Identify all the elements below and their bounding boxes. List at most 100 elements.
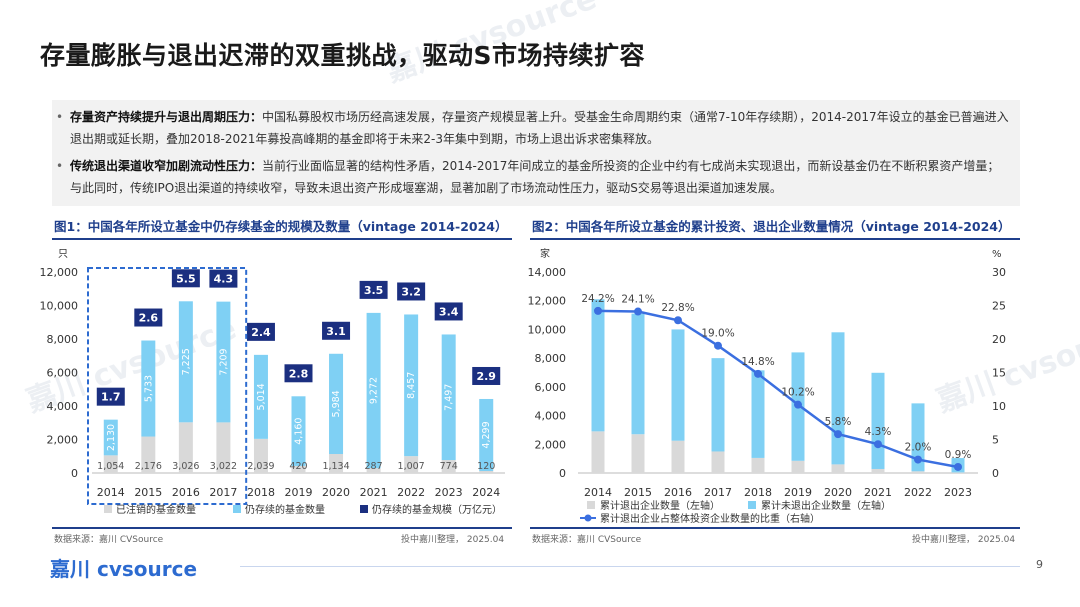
scale-badge xyxy=(322,321,351,340)
exit-ratio-label: 24.2% xyxy=(581,293,614,305)
scale-badge xyxy=(96,387,125,406)
y-axis-label: 家 xyxy=(540,247,550,260)
exit-ratio-label: 22.8% xyxy=(661,302,694,314)
bullet-body: 中国私募股权市场历经高速发展，存量资产规模显著上升。受基金生命周期约束（通常7-… xyxy=(70,110,1009,146)
legend-label: 累计退出企业数量（左轴） xyxy=(600,499,720,512)
bar-surviving-label: 8,457 xyxy=(406,372,417,399)
bar-cancelled-label: 1,007 xyxy=(398,461,425,472)
exit-ratio-label: 24.1% xyxy=(621,294,654,306)
legend-swatch xyxy=(360,505,368,513)
bar-cancelled-label: 120 xyxy=(477,461,495,472)
bar-surviving xyxy=(441,334,456,461)
legend-label: 累计未退出企业数量（左轴） xyxy=(761,499,891,512)
bar-exited xyxy=(751,457,765,473)
exit-ratio-point xyxy=(674,316,682,325)
page-title: 存量膨胀与退出迟滞的双重挑战，驱动S市场持续扩容 xyxy=(40,41,646,70)
figure1-title: 图1：中国各年所设立基金中仍存续基金的规模及数量（vintage 2014-20… xyxy=(54,219,508,234)
figure2-note: 投中嘉川整理， 2025.04 xyxy=(912,535,1016,545)
bar-surviving-label: 5,984 xyxy=(331,390,342,417)
x-tick-label: 2015 xyxy=(134,486,162,499)
bar-surviving-label: 9,272 xyxy=(369,377,380,404)
scale-badge-label: 2.9 xyxy=(476,370,496,383)
figure2-rule xyxy=(530,238,1020,240)
x-tick-label: 2016 xyxy=(172,486,200,499)
bar-cancelled xyxy=(178,422,193,473)
bar-surviving-label: 4,299 xyxy=(481,421,492,448)
scale-badge xyxy=(209,269,238,288)
bar-cancelled xyxy=(366,468,381,473)
bullet-heading: 传统退出渠道收窄加剧流动性压力： xyxy=(70,159,263,173)
chart1: 只 0 2,000 4,000 6,000 8,000 10,000 12,000 1,054 2… xyxy=(40,249,505,516)
exit-ratio-point xyxy=(634,307,642,316)
legend-swatch xyxy=(587,501,595,509)
exit-ratio-point xyxy=(794,400,802,409)
y2-tick-label: 20 xyxy=(992,333,1006,346)
y-tick-label: 8,000 xyxy=(47,333,79,346)
exit-ratio-point xyxy=(834,430,842,439)
scale-badge xyxy=(246,322,275,341)
bar-surviving-label: 4,160 xyxy=(294,418,305,445)
scale-badge-label: 2.8 xyxy=(289,367,309,380)
y2-axis-label: % xyxy=(992,249,1002,260)
x-tick-label: 2018 xyxy=(744,486,772,499)
legend-label: 已注销的基金数量 xyxy=(116,503,196,516)
x-tick-label: 2021 xyxy=(360,486,388,499)
y2-tick-label: 25 xyxy=(992,300,1006,313)
legend-swatch xyxy=(233,505,241,513)
bar-surviving-label: 5,014 xyxy=(256,383,267,410)
bar-cancelled xyxy=(479,470,494,473)
footer-line xyxy=(240,566,1020,567)
bar-cancelled-label: 287 xyxy=(365,461,383,472)
legend-swatch xyxy=(748,501,756,509)
bar-surviving xyxy=(479,398,494,471)
bar-cancelled xyxy=(253,438,268,473)
exit-ratio-label: 2.0% xyxy=(905,442,932,454)
highlight-box xyxy=(87,267,248,505)
bar-cancelled xyxy=(329,454,344,473)
bar-surviving-label: 2,130 xyxy=(106,424,117,451)
y2-tick-label: 10 xyxy=(992,400,1006,413)
exit-ratio-line xyxy=(597,309,959,469)
bar-exited xyxy=(951,472,965,473)
bar-exited xyxy=(671,440,685,473)
bullet-heading: 存量资产持续提升与退出周期压力： xyxy=(70,110,263,124)
footer-logo: 嘉川 cvsource xyxy=(50,557,198,581)
bar-surviving xyxy=(291,396,306,466)
scale-badge xyxy=(434,302,463,321)
bar-not-exited xyxy=(831,332,845,465)
x-tick-label: 2019 xyxy=(285,486,313,499)
scale-badge xyxy=(359,280,388,299)
x-tick-label: 2022 xyxy=(397,486,425,499)
x-tick-label: 2015 xyxy=(624,486,652,499)
bar-surviving xyxy=(329,353,344,455)
figure1-rule xyxy=(52,238,512,240)
figure1-note: 投中嘉川整理， 2025.04 xyxy=(401,535,505,545)
bar-cancelled xyxy=(291,465,306,473)
scale-badge-label: 1.7 xyxy=(101,391,121,404)
y-tick-label: 4,000 xyxy=(535,410,567,423)
bar-cancelled-label: 774 xyxy=(440,461,458,472)
bar-exited xyxy=(711,451,725,473)
bar-not-exited xyxy=(751,370,765,458)
exit-ratio-point xyxy=(914,455,922,464)
y-tick-label: 12,000 xyxy=(528,295,567,308)
bar-surviving xyxy=(103,419,118,456)
exit-ratio-point xyxy=(594,306,602,315)
x-tick-label: 2023 xyxy=(435,486,463,499)
bar-surviving xyxy=(216,301,231,423)
y-tick-label: 0 xyxy=(71,467,78,480)
x-tick-label: 2017 xyxy=(704,486,732,499)
figure2-source: 数据来源：嘉川 CVSource xyxy=(532,535,642,545)
scale-badge-label: 2.4 xyxy=(251,326,271,339)
bar-cancelled-label: 1,134 xyxy=(322,461,349,472)
exit-ratio-point xyxy=(714,341,722,350)
scale-badge-label: 3.4 xyxy=(439,305,459,318)
exit-ratio-label: 14.8% xyxy=(741,356,774,368)
scale-badge-label: 3.5 xyxy=(364,284,384,297)
bar-exited xyxy=(911,471,925,473)
bar-cancelled xyxy=(103,455,118,473)
bar-cancelled-label: 3,022 xyxy=(210,461,237,472)
x-tick-label: 2014 xyxy=(97,486,125,499)
x-tick-label: 2016 xyxy=(664,486,692,499)
bar-cancelled xyxy=(441,460,456,473)
